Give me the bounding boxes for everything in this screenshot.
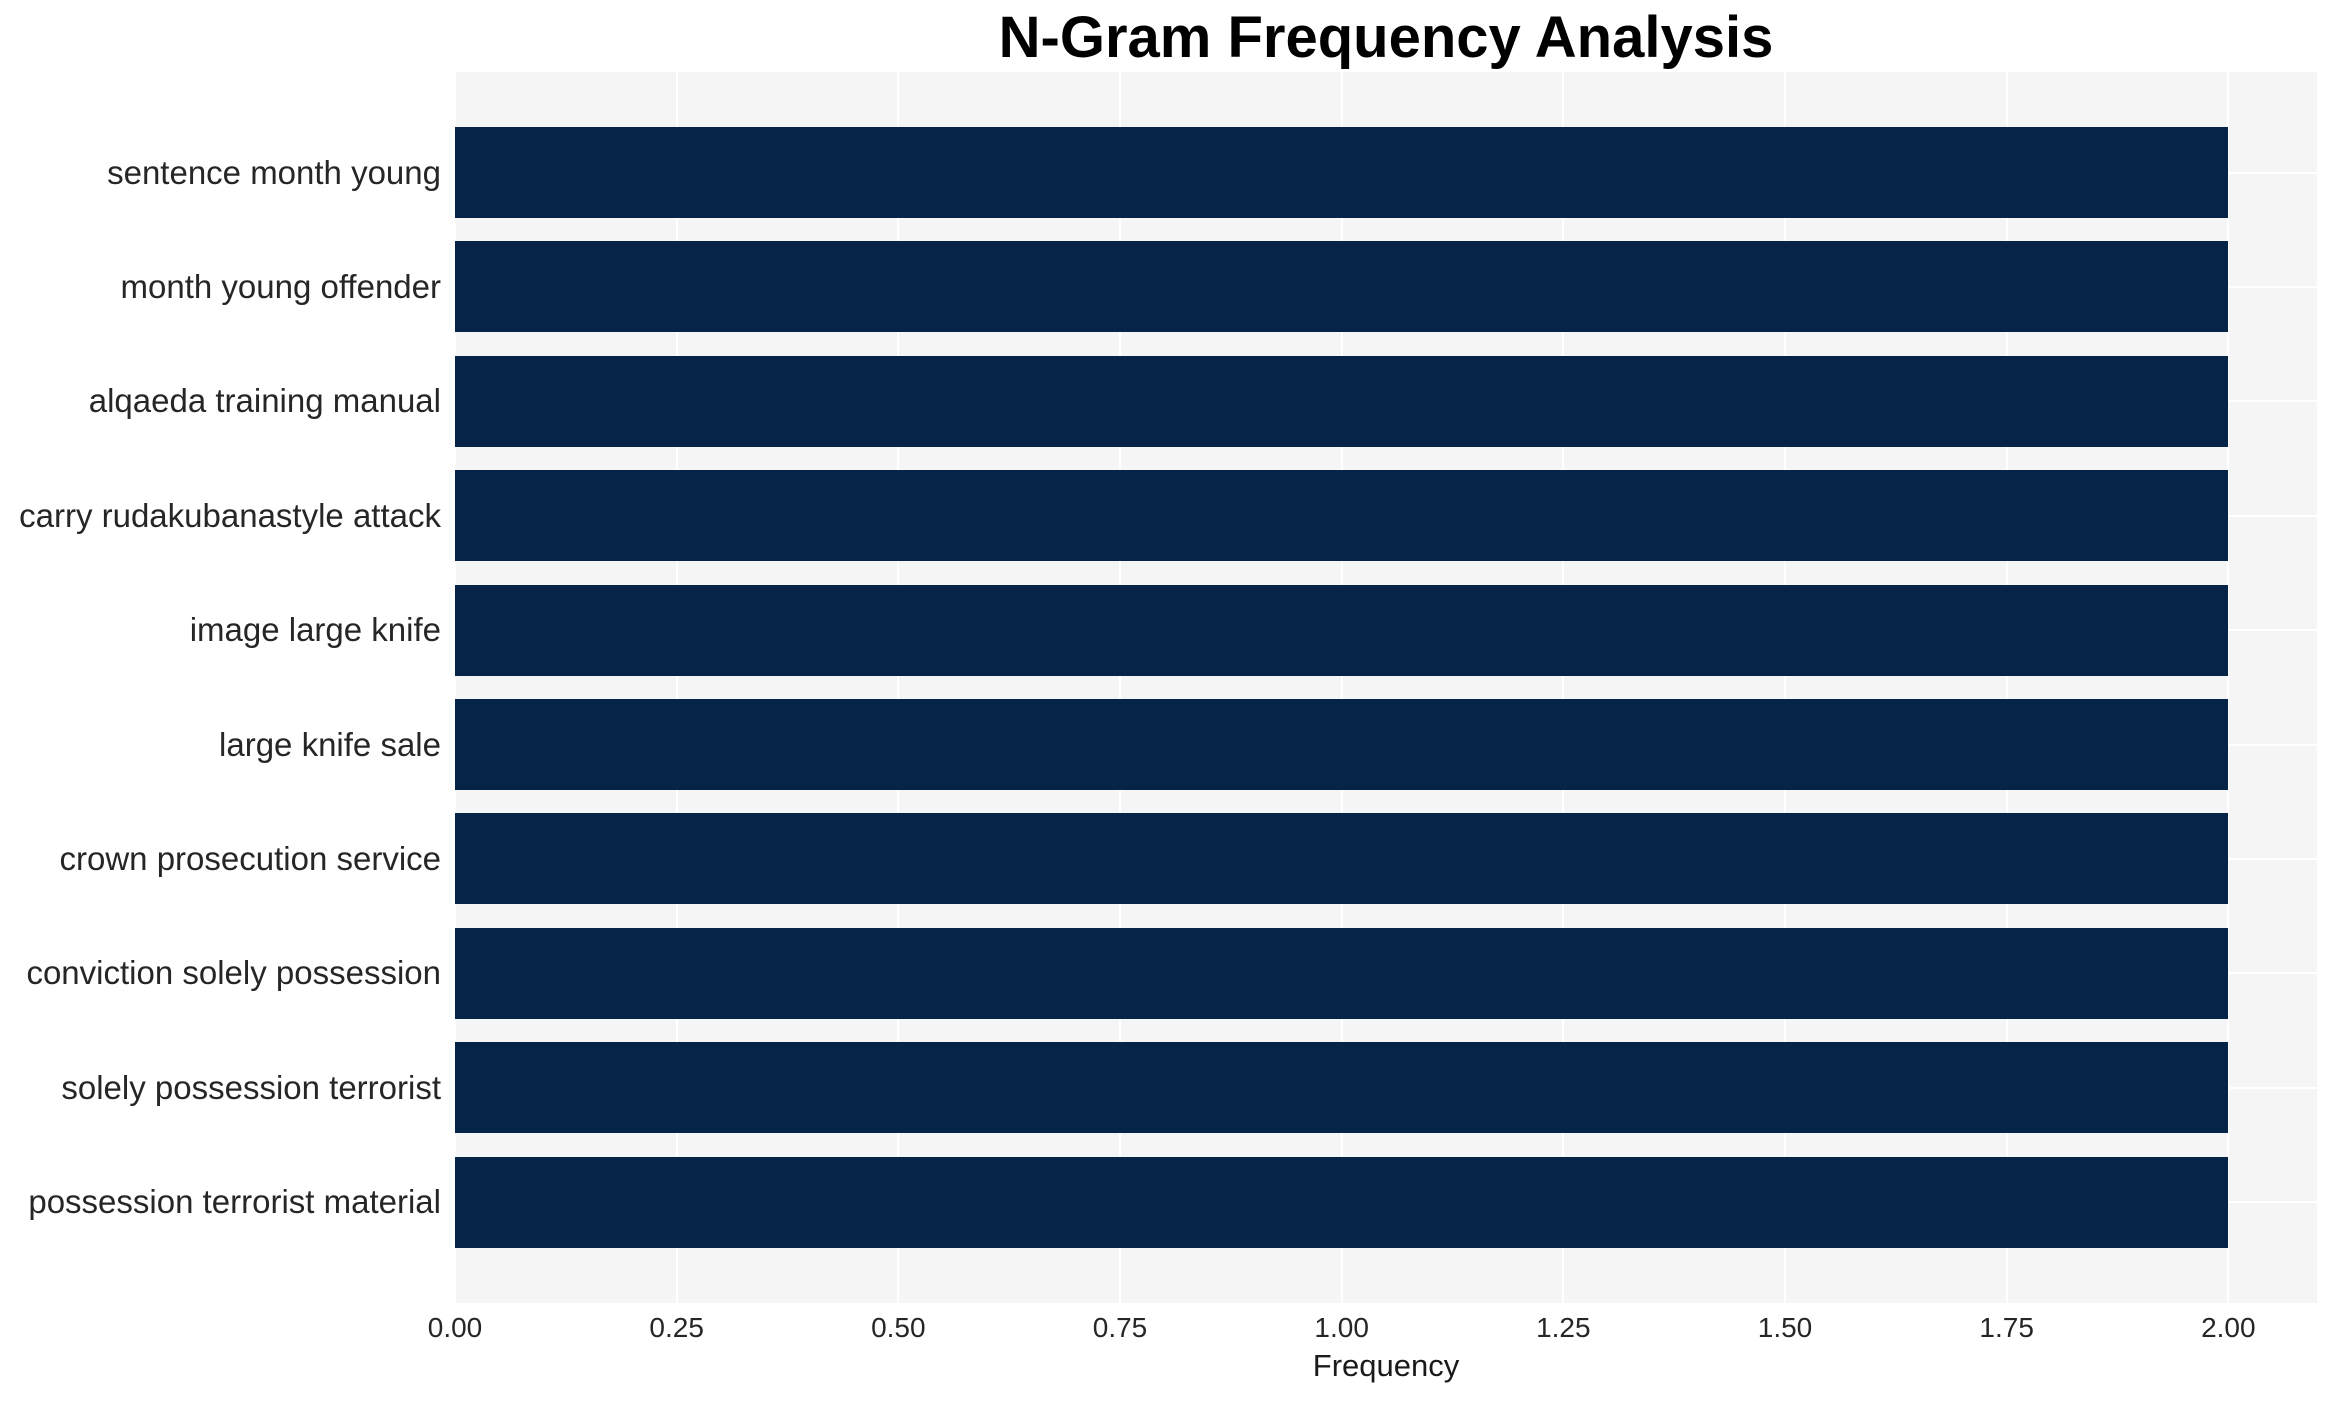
bar [455, 241, 2229, 333]
x-gridline [675, 72, 678, 1303]
x-tick-label: 0.75 [1092, 1312, 1148, 1343]
x-tick-label: 1.00 [1314, 1312, 1369, 1343]
x-gridline [1340, 72, 1343, 1303]
x-gridline [2227, 72, 2230, 1303]
x-gridline [1784, 72, 1786, 1303]
bar [455, 355, 2229, 447]
chart-title: N-Gram Frequency Analysis [998, 5, 1774, 70]
bar [455, 927, 2229, 1019]
bar [455, 699, 2229, 790]
x-gridline [454, 72, 456, 1303]
y-tick-label: solely possession terrorist [61, 1068, 441, 1106]
bar [455, 1156, 2229, 1248]
y-tick-label: month young offender [120, 267, 441, 305]
x-gridline [2005, 72, 2008, 1303]
plot-area [454, 72, 2317, 1303]
x-tick-label: 2.00 [2201, 1312, 2256, 1343]
y-tick-label: carry rudakubanastyle attack [19, 496, 441, 534]
x-tick-label: 0.50 [871, 1312, 926, 1343]
bar [455, 1042, 2229, 1134]
x-tick-label: 0.00 [427, 1312, 483, 1343]
y-tick-label: conviction solely possession [26, 954, 441, 992]
bar [455, 470, 2229, 562]
x-gridline [897, 72, 900, 1303]
y-tick-label: sentence month young [107, 153, 441, 191]
y-tick-label: alqaeda training manual [88, 382, 441, 420]
x-tick-label: 1.25 [1536, 1312, 1591, 1343]
bar [455, 813, 2229, 905]
bar [455, 127, 2229, 218]
y-tick-label: large knife sale [219, 725, 441, 763]
x-axis-title: Frequency [1312, 1348, 1460, 1383]
bar [455, 584, 2229, 676]
y-tick-label: possession terrorist material [28, 1183, 441, 1221]
x-tick-label: 1.75 [1979, 1312, 2034, 1343]
y-tick-label: image large knife [189, 611, 441, 649]
y-tick-label: crown prosecution service [59, 839, 442, 877]
x-tick-label: 0.25 [649, 1312, 704, 1343]
x-tick-label: 1.50 [1757, 1312, 1813, 1343]
x-gridline [1119, 72, 1121, 1303]
x-gridline [1562, 72, 1565, 1303]
